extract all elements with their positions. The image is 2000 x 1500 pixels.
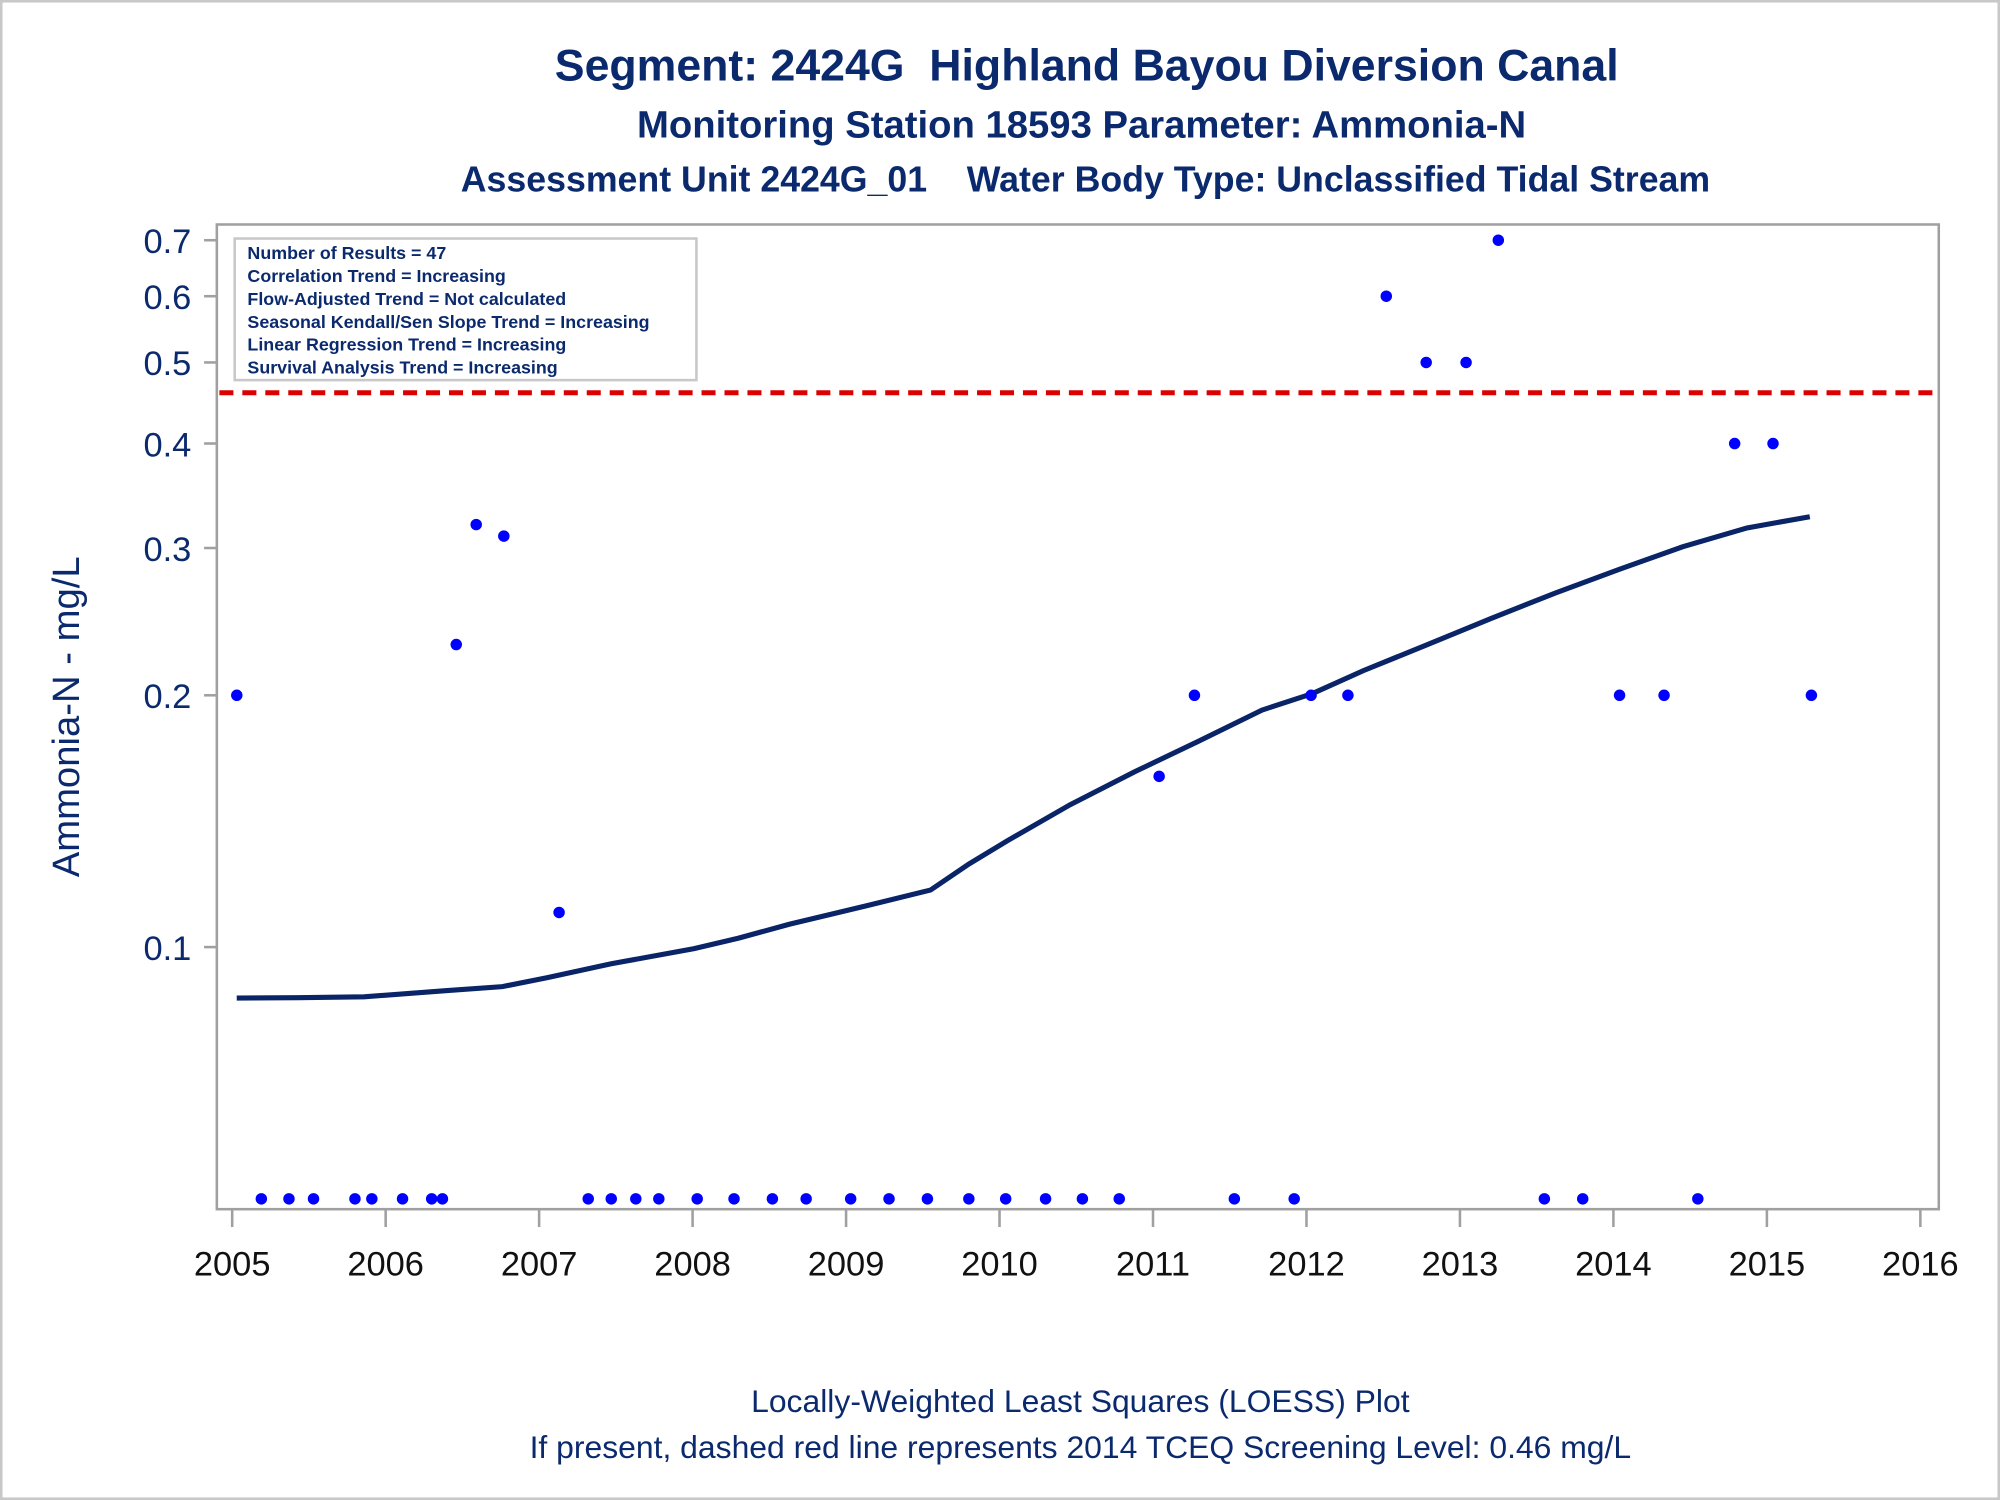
loess-line <box>236 514 1811 1001</box>
stats-line: Linear Regression Trend = Increasing <box>247 335 566 355</box>
data-point <box>883 1193 895 1205</box>
x-tick-label: 2015 <box>1729 1246 1806 1284</box>
data-point <box>255 1193 268 1205</box>
y-tick-label: 0.2 <box>143 678 191 716</box>
data-point <box>921 1193 934 1205</box>
data-point <box>1288 1193 1300 1205</box>
data-point <box>436 1193 449 1205</box>
x-tick-label: 2012 <box>1268 1246 1345 1284</box>
data-point <box>1305 689 1317 702</box>
data-point <box>231 689 243 702</box>
data-point <box>1113 1193 1125 1205</box>
plot-frame <box>215 223 1941 1211</box>
data-point <box>766 1193 779 1205</box>
x-tick-label: 2008 <box>654 1246 731 1284</box>
data-point <box>366 1193 378 1205</box>
y-tick-label: 0.1 <box>143 930 191 968</box>
data-point <box>425 1193 438 1205</box>
data-point <box>582 1193 594 1205</box>
stats-box: Number of Results = 47 Correlation Trend… <box>233 237 698 382</box>
data-point <box>844 1193 857 1205</box>
data-point <box>1658 689 1670 702</box>
x-tick-label: 2011 <box>1116 1246 1190 1284</box>
data-point <box>450 638 462 651</box>
x-tick-label: 2006 <box>347 1246 424 1284</box>
data-point <box>1228 1193 1241 1205</box>
data-point <box>396 1193 409 1205</box>
data-point <box>1767 437 1779 450</box>
data-point <box>1420 356 1432 369</box>
chart-title: Segment: 2424G Highland Bayou Diversion … <box>555 41 1619 90</box>
y-tick-label: 0.6 <box>143 279 191 317</box>
x-tick-label: 2016 <box>1882 1246 1959 1284</box>
data-point <box>1380 290 1393 302</box>
stats-line: Seasonal Kendall/Sen Slope Trend = Incre… <box>247 312 649 332</box>
data-point <box>1188 689 1201 702</box>
stats-line: Flow-Adjusted Trend = Not calculated <box>247 289 566 309</box>
data-point <box>283 1193 295 1205</box>
data-point <box>999 1193 1012 1205</box>
data-point <box>307 1193 320 1205</box>
data-point <box>630 1193 642 1205</box>
data-point <box>1692 1193 1704 1205</box>
y-tick-label: 0.5 <box>143 345 191 383</box>
data-point <box>653 1193 665 1205</box>
data-point <box>1613 689 1626 702</box>
x-tick-label: 2013 <box>1422 1246 1499 1284</box>
data-point <box>349 1193 361 1205</box>
data-point <box>1039 1193 1052 1205</box>
data-points <box>231 234 1818 1205</box>
data-point <box>1805 689 1818 702</box>
y-axis: 0.1 0.2 0.3 0.4 0.5 0.6 0.7 <box>143 223 217 968</box>
x-tick-label: 2014 <box>1575 1246 1652 1284</box>
data-point <box>1460 356 1472 369</box>
data-point <box>963 1193 975 1205</box>
y-tick-label: 0.4 <box>143 426 191 464</box>
data-point <box>1538 1193 1551 1205</box>
footnote-1: Locally-Weighted Least Squares (LOESS) P… <box>751 1383 1410 1419</box>
x-tick-label: 2010 <box>961 1246 1038 1284</box>
x-tick-label: 2007 <box>501 1246 578 1284</box>
data-point <box>728 1193 740 1205</box>
stats-line: Number of Results = 47 <box>247 243 446 263</box>
x-tick-label: 2005 <box>194 1246 271 1284</box>
data-point <box>470 518 482 531</box>
data-point <box>1576 1193 1589 1205</box>
x-tick-label: 2009 <box>808 1246 885 1284</box>
data-point <box>498 530 510 542</box>
data-point <box>1492 234 1505 246</box>
data-point <box>1342 689 1354 702</box>
footnote-2: If present, dashed red line represents 2… <box>530 1429 1632 1465</box>
data-point <box>1728 437 1741 450</box>
data-point <box>1153 770 1165 783</box>
x-axis: 2005 2006 2007 2008 2009 2010 2011 2012 2013 2014… <box>194 1209 1959 1284</box>
data-point <box>800 1193 812 1205</box>
data-point <box>1076 1193 1089 1205</box>
y-tick-label: 0.3 <box>143 531 191 569</box>
chart-subtitle-1: Monitoring Station 18593 Parameter: Ammo… <box>637 104 1526 147</box>
chart-subtitle-2: Assessment Unit 2424G_01 Water Body Type… <box>461 159 1710 199</box>
stats-line: Correlation Trend = Increasing <box>247 266 505 286</box>
stats-line: Survival Analysis Trend = Increasing <box>247 358 557 378</box>
data-point <box>691 1193 703 1205</box>
y-axis-label: Ammonia-N - mg/L <box>45 556 88 877</box>
data-point <box>605 1193 617 1205</box>
y-tick-label: 0.7 <box>143 223 191 261</box>
data-point <box>553 906 565 919</box>
